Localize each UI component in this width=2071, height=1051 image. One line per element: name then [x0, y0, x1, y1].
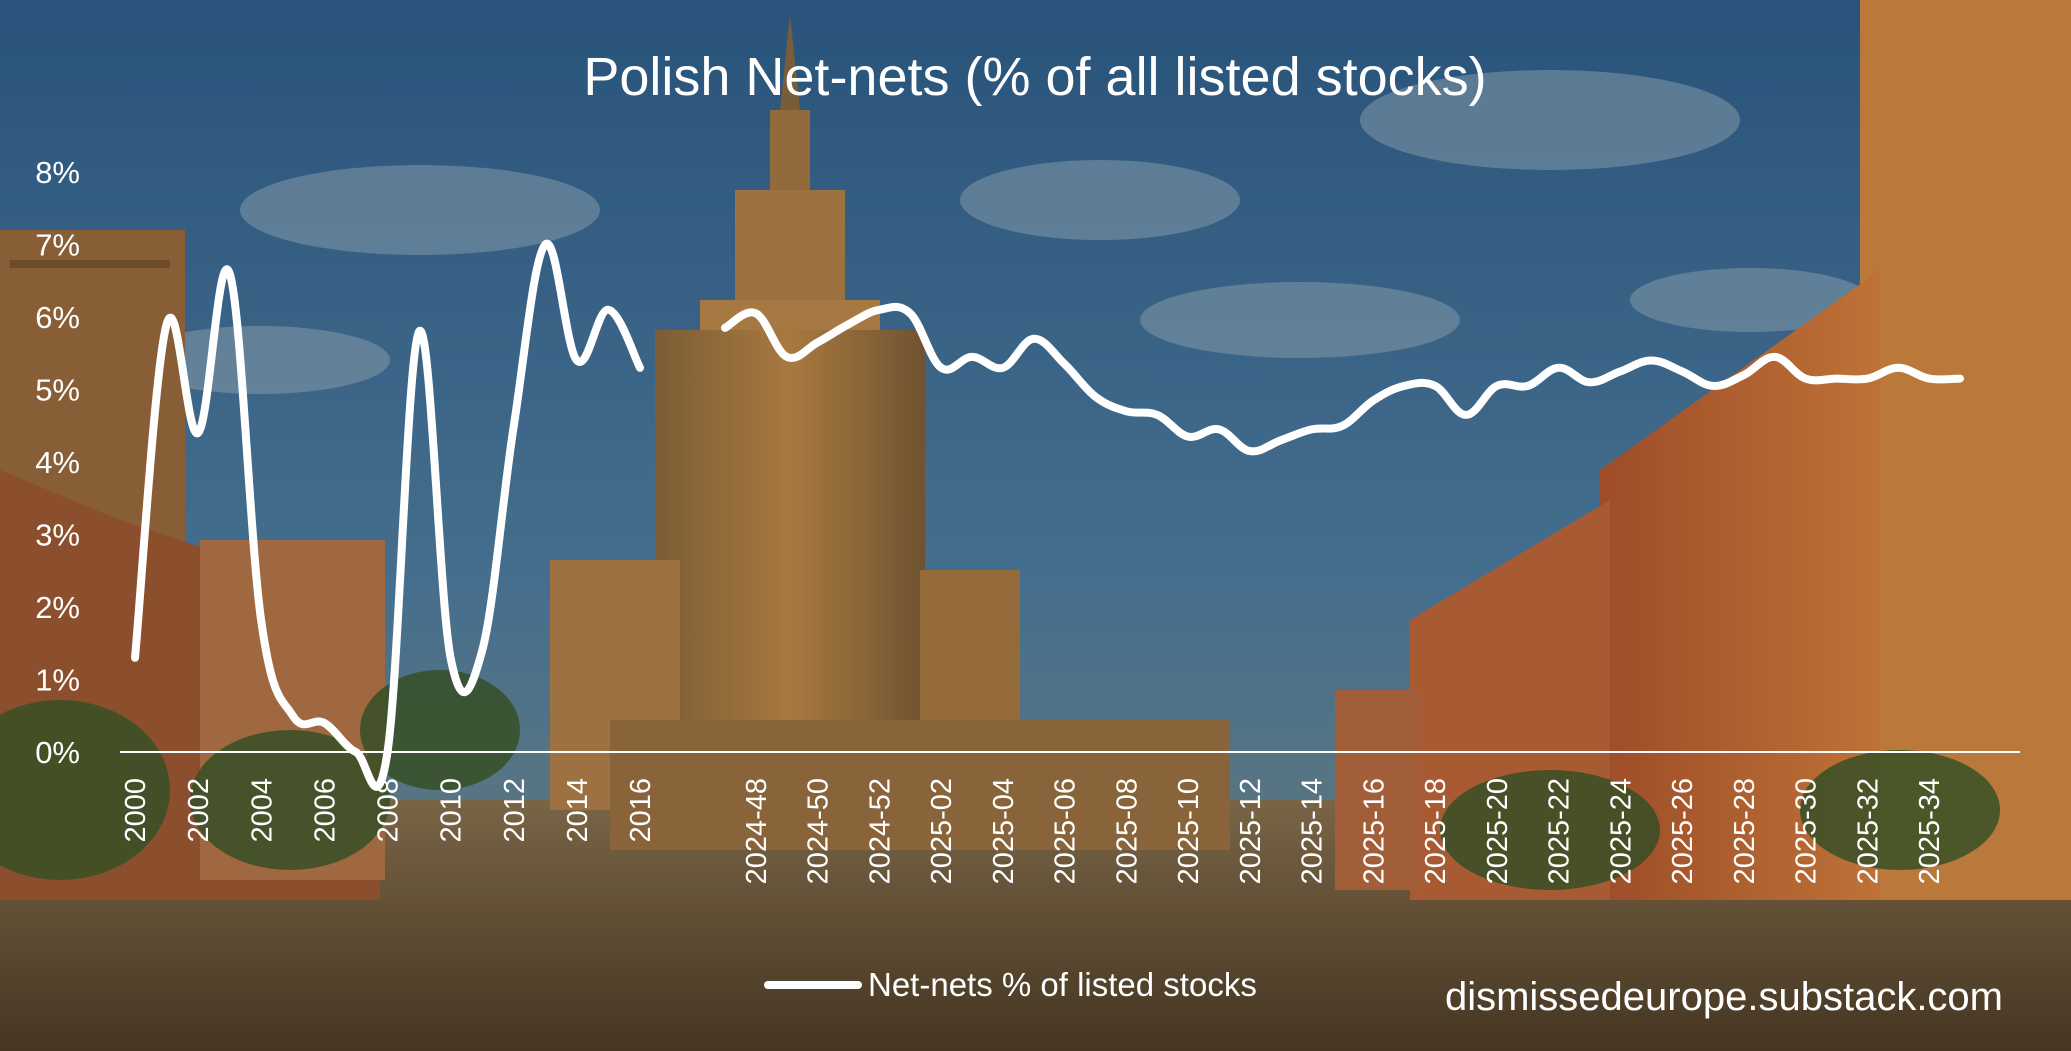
series-line-segment-1 [131, 239, 644, 791]
x-tick-label: 2025-10 [1173, 778, 1205, 884]
x-tick-label: 2014 [562, 778, 594, 843]
series-line-segment-2 [721, 302, 1964, 456]
x-tick-label: 2004 [246, 778, 278, 843]
clouds [130, 70, 1870, 394]
x-tick-label: 2012 [499, 778, 531, 843]
y-tick-label: 5% [35, 373, 80, 408]
x-axis-tick-labels: 2000 2002 2004 2006 2008 2010 2012 2014 2016 2024… [120, 778, 1946, 884]
x-tick-label: 2025-02 [926, 778, 958, 884]
x-tick-label: 2025-14 [1297, 778, 1329, 884]
y-tick-label: 0% [35, 735, 80, 770]
x-tick-label: 2025-06 [1050, 778, 1082, 884]
x-tick-label: 2025-16 [1358, 778, 1390, 884]
trees [0, 670, 2000, 890]
x-tick-label: 2025-12 [1235, 778, 1267, 884]
x-tick-label: 2025-18 [1420, 778, 1452, 884]
legend: Net-nets % of listed stocks [764, 966, 1257, 1003]
x-tick-label: 2025-20 [1482, 778, 1514, 884]
x-tick-label: 2025-28 [1729, 778, 1761, 884]
palace-tower [550, 15, 1230, 850]
series-lines [131, 239, 1964, 791]
chart-title: Polish Net-nets (% of all listed stocks) [583, 47, 1486, 107]
x-tick-label: 2000 [120, 778, 152, 843]
x-tick-label: 2024-52 [864, 778, 896, 884]
x-tick-label: 2024-50 [803, 778, 835, 884]
y-tick-label: 8% [35, 155, 80, 190]
x-tick-label: 2006 [309, 778, 341, 843]
y-axis-tick-labels: 0% 1% 2% 3% 4% 5% 6% 7% 8% [35, 155, 80, 770]
x-tick-label: 2025-22 [1544, 778, 1576, 884]
y-tick-label: 6% [35, 300, 80, 335]
x-tick-label: 2025-32 [1852, 778, 1884, 884]
y-tick-label: 4% [35, 445, 80, 480]
y-tick-label: 3% [35, 518, 80, 553]
x-tick-label: 2025-24 [1605, 778, 1637, 884]
x-tick-label: 2010 [436, 778, 468, 843]
x-tick-label: 2016 [625, 778, 657, 843]
x-tick-label: 2025-34 [1914, 778, 1946, 884]
legend-label: Net-nets % of listed stocks [868, 966, 1257, 1003]
x-tick-label: 2025-04 [988, 778, 1020, 884]
y-tick-label: 7% [35, 228, 80, 263]
x-tick-label: 2025-30 [1791, 778, 1823, 884]
right-buildings [1335, 0, 2071, 900]
x-tick-label: 2025-26 [1667, 778, 1699, 884]
y-tick-label: 2% [35, 590, 80, 625]
y-tick-label: 1% [35, 663, 80, 698]
x-tick-label: 2024-48 [741, 778, 773, 884]
watermark-text: dismissedeurope.substack.com [1445, 975, 2003, 1019]
x-tick-label: 2002 [183, 778, 215, 843]
x-tick-label: 2025-08 [1111, 778, 1143, 884]
